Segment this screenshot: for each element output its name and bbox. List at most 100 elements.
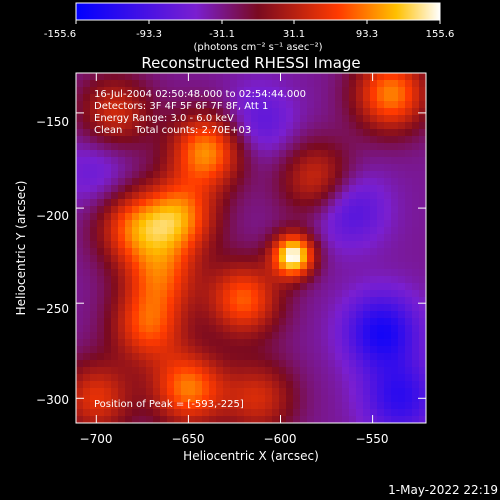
heatmap-cell	[90, 115, 98, 123]
heatmap-cell	[174, 150, 182, 158]
heatmap-cell	[76, 339, 84, 347]
heatmap-cell	[209, 346, 217, 354]
heatmap-cell	[391, 332, 399, 340]
heatmap-cell	[349, 164, 357, 172]
heatmap-cell	[286, 94, 294, 102]
heatmap-cell	[104, 248, 112, 256]
heatmap-cell	[90, 388, 98, 396]
heatmap-cell	[83, 171, 91, 179]
heatmap-cell	[237, 73, 245, 81]
heatmap-cell	[293, 290, 301, 298]
heatmap-cell	[188, 311, 196, 319]
heatmap-cell	[146, 136, 154, 144]
heatmap-cell	[83, 402, 91, 410]
heatmap-cell	[174, 325, 182, 333]
heatmap-cell	[328, 241, 336, 249]
heatmap-cell	[328, 234, 336, 242]
heatmap-cell	[398, 241, 406, 249]
heatmap-cell	[230, 185, 238, 193]
heatmap-cell	[104, 276, 112, 284]
heatmap-cell	[153, 402, 161, 410]
heatmap-cell	[377, 416, 385, 423]
heatmap-cell	[216, 150, 224, 158]
heatmap-cell	[216, 185, 224, 193]
heatmap-cell	[321, 269, 329, 277]
heatmap-cell	[223, 346, 231, 354]
heatmap-cell	[272, 304, 280, 312]
heatmap-cell	[153, 122, 161, 130]
heatmap-cell	[146, 283, 154, 291]
y-tick-label: −200	[36, 209, 69, 223]
heatmap-cell	[139, 402, 147, 410]
heatmap-cell	[363, 73, 371, 81]
heatmap-cell	[160, 374, 168, 382]
heatmap-cell	[132, 136, 140, 144]
heatmap-cell	[146, 325, 154, 333]
heatmap-cell	[230, 129, 238, 137]
heatmap-cell	[279, 402, 287, 410]
heatmap-cell	[265, 227, 273, 235]
heatmap-cell	[286, 325, 294, 333]
heatmap-cell	[405, 192, 413, 200]
heatmap-cell	[272, 395, 280, 403]
heatmap-cell	[265, 290, 273, 298]
heatmap-cell	[223, 234, 231, 242]
heatmap-cell	[209, 409, 217, 417]
heatmap-cell	[321, 73, 329, 81]
heatmap-cell	[90, 108, 98, 116]
heatmap-cell	[139, 297, 147, 305]
heatmap-cell	[251, 234, 259, 242]
heatmap-cell	[216, 199, 224, 207]
heatmap-cell	[202, 171, 210, 179]
heatmap-cell	[76, 318, 84, 326]
heatmap-cell	[405, 269, 413, 277]
heatmap-cell	[97, 416, 105, 423]
heatmap-cell	[405, 332, 413, 340]
heatmap-cell	[349, 297, 357, 305]
heatmap-cell	[405, 101, 413, 109]
heatmap-cell	[356, 374, 364, 382]
heatmap-cell	[244, 283, 252, 291]
heatmap-cell	[118, 255, 126, 263]
heatmap-cell	[279, 283, 287, 291]
heatmap-cell	[377, 395, 385, 403]
heatmap-cell	[97, 108, 105, 116]
heatmap-image	[76, 73, 426, 423]
heatmap-cell	[209, 360, 217, 368]
heatmap-cell	[111, 325, 119, 333]
heatmap-cell	[405, 227, 413, 235]
heatmap-cell	[230, 227, 238, 235]
heatmap-cell	[223, 80, 231, 88]
heatmap-cell	[293, 87, 301, 95]
heatmap-cell	[251, 255, 259, 263]
heatmap-cell	[370, 115, 378, 123]
heatmap-cell	[342, 213, 350, 221]
heatmap-cell	[279, 332, 287, 340]
heatmap-cell	[412, 122, 420, 130]
heatmap-cell	[216, 227, 224, 235]
heatmap-cell	[377, 129, 385, 137]
heatmap-cell	[244, 192, 252, 200]
heatmap-cell	[160, 402, 168, 410]
heatmap-cell	[363, 395, 371, 403]
heatmap-cell	[279, 409, 287, 417]
heatmap-cell	[230, 171, 238, 179]
heatmap-cell	[223, 108, 231, 116]
heatmap-cell	[118, 199, 126, 207]
heatmap-cell	[363, 409, 371, 417]
heatmap-cell	[188, 185, 196, 193]
heatmap-cell	[111, 136, 119, 144]
heatmap-cell	[335, 129, 343, 137]
heatmap-cell	[132, 115, 140, 123]
heatmap-cell	[363, 143, 371, 151]
heatmap-cell	[104, 73, 112, 81]
heatmap-cell	[419, 157, 426, 165]
heatmap-cell	[314, 122, 322, 130]
heatmap-cell	[405, 213, 413, 221]
heatmap-cell	[356, 192, 364, 200]
y-axis-label: Heliocentric Y (arcsec)	[14, 181, 28, 316]
heatmap-cell	[160, 262, 168, 270]
heatmap-cell	[419, 262, 426, 270]
heatmap-cell	[265, 346, 273, 354]
heatmap-cell	[167, 353, 175, 361]
